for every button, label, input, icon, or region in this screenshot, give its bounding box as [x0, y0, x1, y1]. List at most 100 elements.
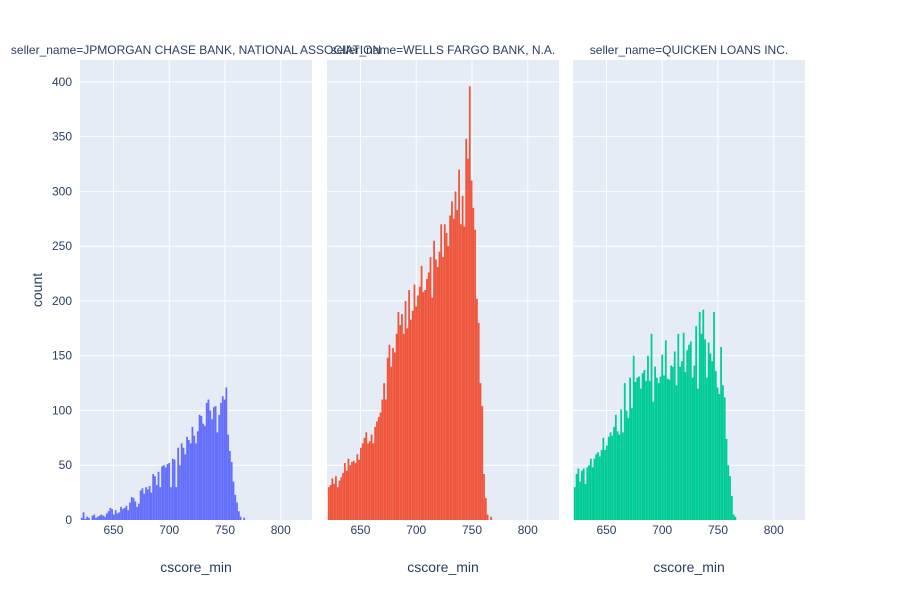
histogram-bar: [677, 333, 680, 520]
histogram-bar: [702, 309, 705, 520]
histogram-bar: [680, 361, 683, 520]
x-tick-label: 750: [462, 523, 482, 537]
x-tick-label: 800: [764, 523, 784, 537]
histogram-bar: [456, 210, 459, 521]
histogram-bar: [602, 437, 605, 520]
histogram-bar: [393, 352, 396, 520]
histogram-bar: [468, 86, 471, 521]
histogram-bar: [442, 257, 444, 520]
histogram-bar: [239, 516, 242, 520]
histogram-bar: [148, 486, 151, 520]
histogram-bar: [333, 483, 336, 520]
facet-panel-1: 650 700 750 800 seller_name=JPMORGAN CHASE B…: [11, 43, 381, 575]
histogram-bar: [704, 339, 706, 520]
histogram-bar: [123, 507, 126, 520]
histogram-bar: [593, 458, 596, 520]
x-tick-label: 750: [215, 523, 235, 537]
histogram-bar: [243, 517, 246, 520]
histogram-bar: [360, 447, 362, 520]
histogram-bar: [668, 379, 671, 520]
histogram-bar: [711, 361, 714, 520]
histogram-bar: [484, 498, 487, 520]
histogram-bar: [204, 425, 206, 520]
facet-panel-3: 650 700 750 800 seller_name=QUICKEN LOANS IN…: [573, 43, 805, 575]
histogram-bar: [631, 408, 633, 520]
histogram-bar: [695, 326, 698, 520]
histogram-bar: [675, 385, 678, 520]
histogram-bar: [336, 487, 339, 520]
histogram-bar: [622, 432, 624, 520]
histogram-bar: [443, 224, 446, 521]
facet-title: seller_name=WELLS FARGO BANK, N.A.: [331, 43, 555, 57]
histogram-bar: [436, 267, 439, 520]
histogram-bar: [91, 515, 94, 520]
histogram-bar: [611, 435, 614, 520]
histogram-bar: [347, 458, 350, 520]
histogram-bar: [225, 387, 228, 520]
histogram-bar: [171, 458, 174, 520]
histogram-bar: [182, 447, 185, 520]
histogram-bar: [716, 387, 719, 520]
histogram-bar: [343, 463, 346, 520]
histogram-bar: [679, 366, 681, 520]
histogram-bar: [342, 472, 344, 520]
histogram-bar: [327, 487, 330, 520]
histogram-bar: [146, 489, 149, 520]
histogram-bar: [237, 511, 240, 520]
histogram-bar: [449, 215, 452, 520]
histogram-bar: [195, 443, 197, 520]
x-axis-title: cscore_min: [407, 559, 479, 575]
histogram-bar: [166, 464, 169, 520]
histogram-bar: [634, 382, 637, 520]
histogram-bar: [338, 480, 341, 520]
histogram-bar: [490, 516, 493, 520]
histogram-bar: [629, 377, 631, 520]
histogram-bar: [98, 515, 101, 520]
histogram-bar: [636, 377, 639, 520]
histogram-bar: [404, 300, 407, 520]
histogram-bar: [395, 333, 398, 520]
histogram-bar: [349, 465, 352, 520]
histogram-bar: [331, 478, 334, 520]
histogram-bar: [100, 514, 103, 520]
histogram-bar: [218, 414, 221, 520]
histogram-bar: [713, 311, 715, 520]
histogram-bar: [577, 468, 580, 520]
histogram-bar: [157, 471, 160, 520]
histogram-bar: [467, 158, 469, 521]
histogram-bar: [638, 376, 640, 520]
histogram-bar: [582, 468, 585, 520]
x-axis-title: cscore_min: [653, 559, 725, 575]
x-tick-label: 800: [271, 523, 291, 537]
histogram-bar: [105, 513, 108, 520]
histogram-bar: [96, 516, 99, 520]
histogram-bar: [145, 487, 147, 520]
histogram-bar: [335, 476, 337, 520]
histogram-bar: [451, 201, 453, 521]
histogram-bar: [474, 229, 477, 520]
histogram-bar: [223, 399, 226, 520]
histogram-bar: [383, 383, 385, 520]
facet-title: seller_name=JPMORGAN CHASE BANK, NATIONA…: [11, 43, 381, 57]
histogram-bar: [220, 402, 222, 520]
histogram-bar: [143, 493, 146, 520]
y-tick-label: 250: [52, 239, 72, 253]
histogram-bar: [597, 452, 599, 520]
histogram-bar: [418, 286, 421, 520]
histogram-bar: [232, 481, 235, 520]
histogram-bar: [196, 431, 199, 520]
histogram-bar: [486, 514, 489, 520]
histogram-bar: [688, 344, 690, 520]
histogram-bar: [187, 440, 190, 520]
histogram-bar: [120, 506, 122, 520]
histogram-bar: [575, 474, 578, 520]
histogram-bar: [216, 432, 219, 520]
histogram-bar: [139, 490, 142, 520]
histogram-bar: [386, 357, 389, 520]
histogram-bar: [643, 369, 646, 520]
facet-title: seller_name=QUICKEN LOANS INC.: [590, 43, 788, 57]
histogram-bar: [329, 484, 332, 520]
histogram-bar: [664, 340, 667, 520]
y-axis-title: count: [29, 273, 45, 307]
